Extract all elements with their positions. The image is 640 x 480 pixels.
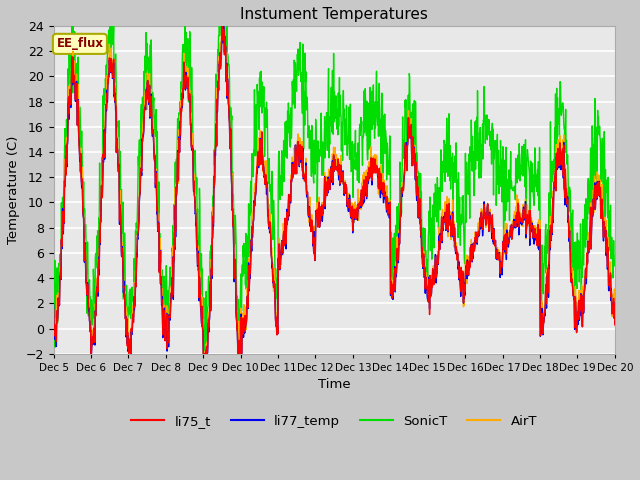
AirT [495, 251, 503, 257]
AirT [175, 128, 182, 133]
li77_temp [611, 321, 619, 326]
AirT [545, 249, 553, 254]
AirT [218, 23, 225, 29]
li75_t [175, 136, 182, 142]
SonicT [201, 351, 209, 357]
SonicT [611, 263, 619, 268]
SonicT [238, 269, 246, 275]
AirT [611, 317, 619, 323]
li75_t [218, 23, 226, 29]
AirT [50, 307, 58, 312]
Legend: li75_t, li77_temp, SonicT, AirT: li75_t, li77_temp, SonicT, AirT [125, 409, 543, 433]
SonicT [175, 110, 182, 116]
AirT [238, 316, 246, 322]
Y-axis label: Temperature (C): Temperature (C) [7, 136, 20, 244]
li77_temp [161, 337, 169, 343]
AirT [422, 277, 430, 283]
Text: EE_flux: EE_flux [56, 37, 104, 50]
li77_temp [495, 250, 503, 255]
li77_temp [175, 134, 182, 140]
SonicT [545, 190, 553, 196]
Line: li75_t: li75_t [54, 26, 615, 354]
li75_t [238, 327, 246, 333]
li75_t [50, 306, 58, 312]
X-axis label: Time: Time [318, 378, 351, 392]
SonicT [161, 289, 169, 295]
li77_temp [50, 302, 58, 308]
li77_temp [87, 351, 95, 357]
li75_t [611, 322, 619, 328]
li75_t [545, 259, 553, 265]
li75_t [87, 351, 95, 357]
li77_temp [218, 23, 226, 29]
li77_temp [422, 275, 430, 280]
Line: li77_temp: li77_temp [54, 26, 615, 354]
Title: Instument Temperatures: Instument Temperatures [240, 7, 428, 22]
AirT [87, 351, 95, 357]
Line: AirT: AirT [54, 26, 615, 354]
li75_t [161, 338, 169, 344]
SonicT [495, 174, 503, 180]
Line: SonicT: SonicT [54, 26, 615, 354]
SonicT [50, 261, 58, 266]
AirT [161, 330, 169, 336]
SonicT [422, 268, 430, 274]
li77_temp [238, 328, 246, 334]
SonicT [69, 23, 77, 29]
li75_t [422, 275, 430, 280]
li75_t [495, 251, 503, 256]
li77_temp [545, 262, 553, 267]
